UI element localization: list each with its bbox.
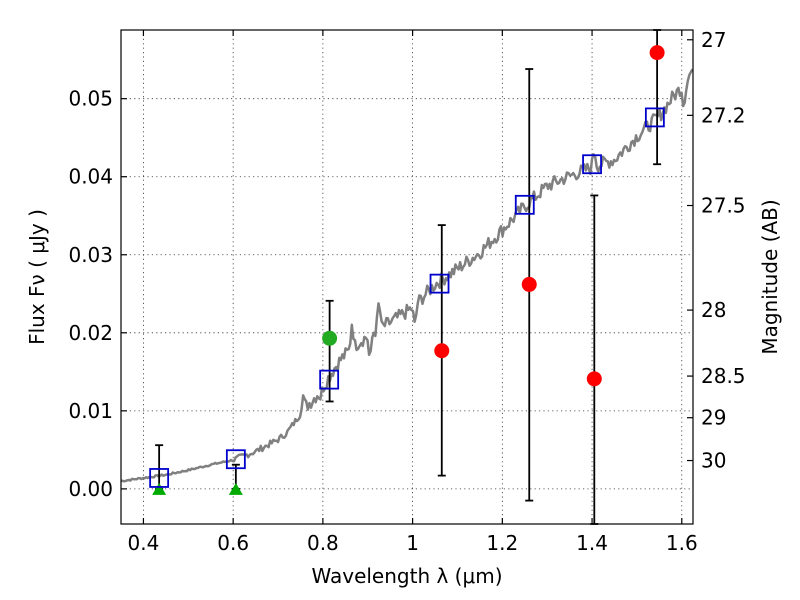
tick-labels-layer: 0.4 0.6 0.8 1 1.2 1.4 1.6 0.00 0.01 0.02 0.03 0.04 0… <box>68 28 745 555</box>
y-tick-label: 0.03 <box>68 243 113 267</box>
magnitude-tick-label: 27.5 <box>701 194 746 218</box>
red-data-point <box>586 371 602 387</box>
red-data-point <box>521 276 537 292</box>
ticks-layer <box>121 30 693 524</box>
synthetic-photometry-square <box>225 449 246 470</box>
upper-limit-triangle-marker <box>152 482 167 495</box>
magnitude-tick-label: 28 <box>701 298 726 322</box>
synthetic-photometry-square <box>514 194 535 215</box>
x-tick-label: 1.2 <box>486 531 518 555</box>
synthetic-photometry-square <box>644 107 665 128</box>
x-tick-label: 1.6 <box>666 531 698 555</box>
synthetic-photometry-square <box>582 154 602 175</box>
y-tick-label: 0.04 <box>68 165 113 189</box>
magnitude-tick-label: 29 <box>701 406 726 430</box>
y-tick-label: 0.00 <box>68 477 113 501</box>
synthetic-photometry-square <box>149 468 170 488</box>
red-data-point <box>434 343 450 359</box>
magnitude-tick-label: 27.2 <box>701 103 746 127</box>
green-data-point <box>322 330 338 346</box>
y2-axis-label: Magnitude (AB) <box>758 199 782 354</box>
x-tick-label: 1 <box>406 531 419 555</box>
x-tick-label: 1.4 <box>576 531 608 555</box>
red-data-point <box>649 45 665 61</box>
grid-layer <box>121 30 693 524</box>
synthetic-photometry-square <box>429 273 450 294</box>
upper-limit-triangle-marker <box>228 482 243 495</box>
y-axis-label: Flux Fν ( μJy ) <box>25 209 49 345</box>
markers-layer <box>149 45 665 495</box>
plot-frame <box>120 29 694 525</box>
y-tick-label: 0.01 <box>68 399 113 423</box>
x-tick-label: 0.8 <box>307 531 339 555</box>
magnitude-tick-label: 30 <box>701 449 726 473</box>
model-spectrum-line <box>120 68 694 483</box>
y-tick-label: 0.05 <box>68 87 113 111</box>
magnitude-tick-label: 27 <box>701 28 726 52</box>
spectrum-layer <box>120 68 694 483</box>
synthetic-photometry-square <box>319 369 340 390</box>
y-tick-label: 0.02 <box>68 321 113 345</box>
x-tick-label: 0.4 <box>128 531 160 555</box>
magnitude-tick-label: 28.5 <box>701 364 746 388</box>
x-axis-label: Wavelength λ (μm) <box>311 564 502 588</box>
x-tick-label: 0.6 <box>217 531 249 555</box>
